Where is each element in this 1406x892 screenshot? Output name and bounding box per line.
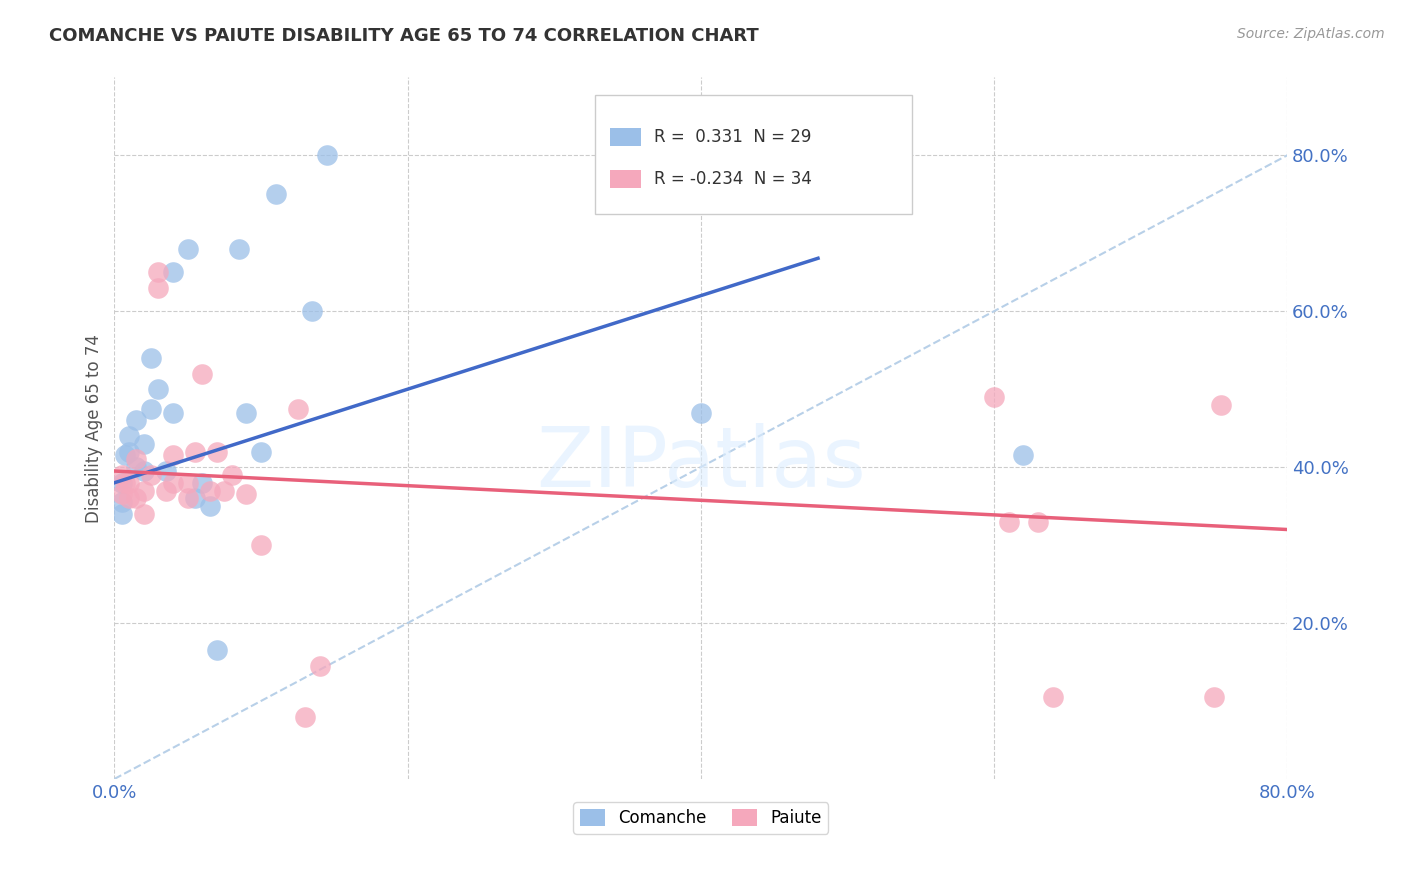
Y-axis label: Disability Age 65 to 74: Disability Age 65 to 74 xyxy=(86,334,103,523)
Point xyxy=(228,242,250,256)
Point xyxy=(308,659,330,673)
Point xyxy=(1042,690,1064,704)
Point xyxy=(111,487,134,501)
Point xyxy=(997,515,1019,529)
Point xyxy=(132,436,155,450)
Point xyxy=(250,538,273,552)
FancyBboxPatch shape xyxy=(595,95,912,214)
Point xyxy=(118,429,141,443)
Point xyxy=(1202,690,1225,704)
Point xyxy=(162,406,184,420)
Point xyxy=(205,444,228,458)
Point xyxy=(118,491,141,506)
FancyBboxPatch shape xyxy=(610,170,641,188)
Point xyxy=(148,382,170,396)
Point xyxy=(162,475,184,490)
Point xyxy=(111,507,134,521)
Point xyxy=(162,265,184,279)
Point xyxy=(198,499,221,513)
Point xyxy=(689,406,711,420)
Text: R =  0.331  N = 29: R = 0.331 N = 29 xyxy=(654,128,811,146)
Point xyxy=(205,643,228,657)
Point xyxy=(1211,398,1233,412)
Point xyxy=(132,483,155,498)
Point xyxy=(191,367,214,381)
Point xyxy=(177,491,200,506)
Point xyxy=(114,475,136,490)
Point xyxy=(264,187,287,202)
Point xyxy=(191,475,214,490)
Point xyxy=(184,491,207,506)
Point xyxy=(221,467,243,482)
Point xyxy=(118,444,141,458)
Point xyxy=(139,351,162,365)
Point xyxy=(132,464,155,478)
Point xyxy=(235,406,257,420)
Point xyxy=(177,242,200,256)
Point xyxy=(148,281,170,295)
Point xyxy=(235,487,257,501)
Point xyxy=(316,148,339,162)
Point xyxy=(125,452,148,467)
Point xyxy=(250,444,273,458)
Point xyxy=(198,483,221,498)
Point xyxy=(148,265,170,279)
Point xyxy=(287,401,309,416)
Point xyxy=(214,483,236,498)
Text: Source: ZipAtlas.com: Source: ZipAtlas.com xyxy=(1237,27,1385,41)
Point xyxy=(162,449,184,463)
Point xyxy=(132,507,155,521)
Point xyxy=(139,401,162,416)
Point xyxy=(155,464,177,478)
Text: R = -0.234  N = 34: R = -0.234 N = 34 xyxy=(654,170,811,188)
Point xyxy=(139,467,162,482)
Point xyxy=(1012,449,1035,463)
Point xyxy=(184,444,207,458)
Point xyxy=(294,709,316,723)
Point xyxy=(301,304,323,318)
Point xyxy=(177,475,200,490)
Point xyxy=(125,491,148,506)
Point xyxy=(111,467,134,482)
Text: ZIPatlas: ZIPatlas xyxy=(536,423,866,504)
Text: COMANCHE VS PAIUTE DISABILITY AGE 65 TO 74 CORRELATION CHART: COMANCHE VS PAIUTE DISABILITY AGE 65 TO … xyxy=(49,27,759,45)
Point xyxy=(111,475,134,490)
Point xyxy=(114,449,136,463)
Legend: Comanche, Paiute: Comanche, Paiute xyxy=(574,802,828,834)
Point xyxy=(1026,515,1049,529)
Point xyxy=(155,483,177,498)
Point xyxy=(111,495,134,509)
Point xyxy=(125,413,148,427)
Point xyxy=(118,475,141,490)
Point xyxy=(983,390,1005,404)
Point xyxy=(125,460,148,475)
FancyBboxPatch shape xyxy=(610,128,641,146)
